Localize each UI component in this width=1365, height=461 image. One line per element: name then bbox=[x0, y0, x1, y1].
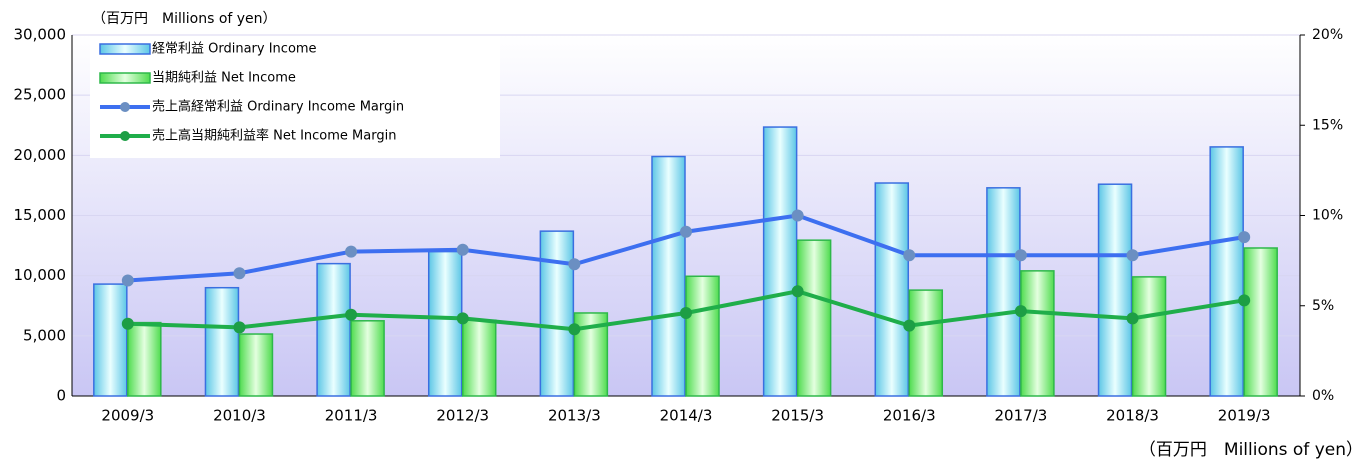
bar bbox=[316, 262, 351, 397]
y-tick-label: 15,000 bbox=[14, 206, 67, 224]
marker bbox=[345, 308, 358, 321]
marker bbox=[1238, 294, 1251, 307]
marker bbox=[791, 209, 804, 222]
y-tick-label: 0 bbox=[56, 387, 66, 405]
marker bbox=[233, 267, 246, 280]
y-tick-label: 10,000 bbox=[14, 266, 67, 284]
bar bbox=[685, 275, 720, 397]
bar bbox=[908, 289, 944, 397]
x-tick-label: 2014/3 bbox=[660, 407, 713, 425]
y-tick-label: 25,000 bbox=[14, 86, 67, 104]
y2-tick-label: 5% bbox=[1312, 298, 1334, 314]
x-tick-label: 2015/3 bbox=[771, 407, 824, 425]
y2-tick-label: 0% bbox=[1312, 388, 1334, 404]
legend-swatch bbox=[120, 102, 130, 112]
y-tick-label: 30,000 bbox=[14, 26, 67, 44]
marker bbox=[1238, 231, 1251, 244]
marker bbox=[680, 225, 692, 238]
marker bbox=[345, 245, 358, 258]
legend-label: 売上高経常利益 Ordinary Income Margin bbox=[152, 99, 404, 115]
x-tick-label: 2012/3 bbox=[436, 407, 489, 425]
y2-tick-label: 20% bbox=[1312, 27, 1343, 43]
unit-label: （百万円 Millions of yen） bbox=[92, 11, 277, 27]
marker bbox=[456, 312, 469, 325]
bar bbox=[874, 182, 910, 397]
bar bbox=[796, 239, 832, 397]
bar bbox=[986, 187, 1021, 397]
bar bbox=[204, 286, 240, 397]
x-tick-label: 2016/3 bbox=[883, 407, 936, 425]
x-tick-label: 2019/3 bbox=[1218, 407, 1271, 425]
legend-swatch bbox=[99, 43, 151, 55]
legend-label: 売上高当期純利益率 Net Income Margin bbox=[152, 128, 396, 144]
y2-tick-label: 15% bbox=[1312, 117, 1343, 133]
bar bbox=[350, 320, 385, 397]
x-tick-label: 2009/3 bbox=[101, 407, 154, 425]
bar bbox=[93, 283, 128, 397]
legend-box bbox=[90, 36, 500, 158]
bar bbox=[1209, 146, 1244, 397]
marker bbox=[1014, 249, 1027, 262]
marker bbox=[791, 285, 804, 298]
marker bbox=[1126, 249, 1139, 262]
marker bbox=[121, 274, 134, 287]
x-tick-label: 2013/3 bbox=[548, 407, 601, 425]
legend: 経常利益 Ordinary Income 当期純利益 Net Income 売上高経… bbox=[90, 36, 500, 158]
bar bbox=[539, 230, 575, 397]
bar bbox=[1020, 270, 1055, 397]
bar bbox=[461, 319, 497, 397]
x-tick-label: 2018/3 bbox=[1106, 407, 1159, 425]
marker bbox=[568, 323, 581, 336]
x-tick-label: 2011/3 bbox=[325, 407, 378, 425]
bar bbox=[651, 155, 686, 397]
legend-swatch bbox=[99, 72, 151, 84]
bar bbox=[1131, 276, 1167, 397]
bar bbox=[1243, 247, 1278, 397]
legend-label: 当期純利益 Net Income bbox=[152, 71, 296, 86]
y-tick-label: 5,000 bbox=[23, 326, 66, 344]
x-tick-label: 2017/3 bbox=[995, 407, 1048, 425]
marker bbox=[568, 258, 581, 271]
bar bbox=[1097, 183, 1133, 397]
y-tick-label: 20,000 bbox=[14, 146, 67, 164]
marker bbox=[903, 249, 916, 262]
marker bbox=[233, 321, 246, 334]
legend-label: 経常利益 Ordinary Income bbox=[152, 42, 317, 57]
marker bbox=[903, 319, 916, 332]
marker bbox=[1126, 312, 1139, 325]
marker bbox=[121, 317, 134, 330]
legend-swatch bbox=[120, 131, 130, 141]
x-tick-label: 2010/3 bbox=[213, 407, 266, 425]
marker bbox=[680, 306, 692, 319]
bar bbox=[762, 126, 798, 397]
y2-tick-label: 10% bbox=[1312, 208, 1343, 224]
marker bbox=[456, 243, 469, 256]
unit-label: （百万円 Millions of yen） bbox=[1139, 440, 1363, 460]
marker bbox=[1014, 305, 1027, 318]
bar bbox=[238, 333, 274, 397]
bar bbox=[427, 250, 463, 397]
bar bbox=[127, 321, 162, 397]
